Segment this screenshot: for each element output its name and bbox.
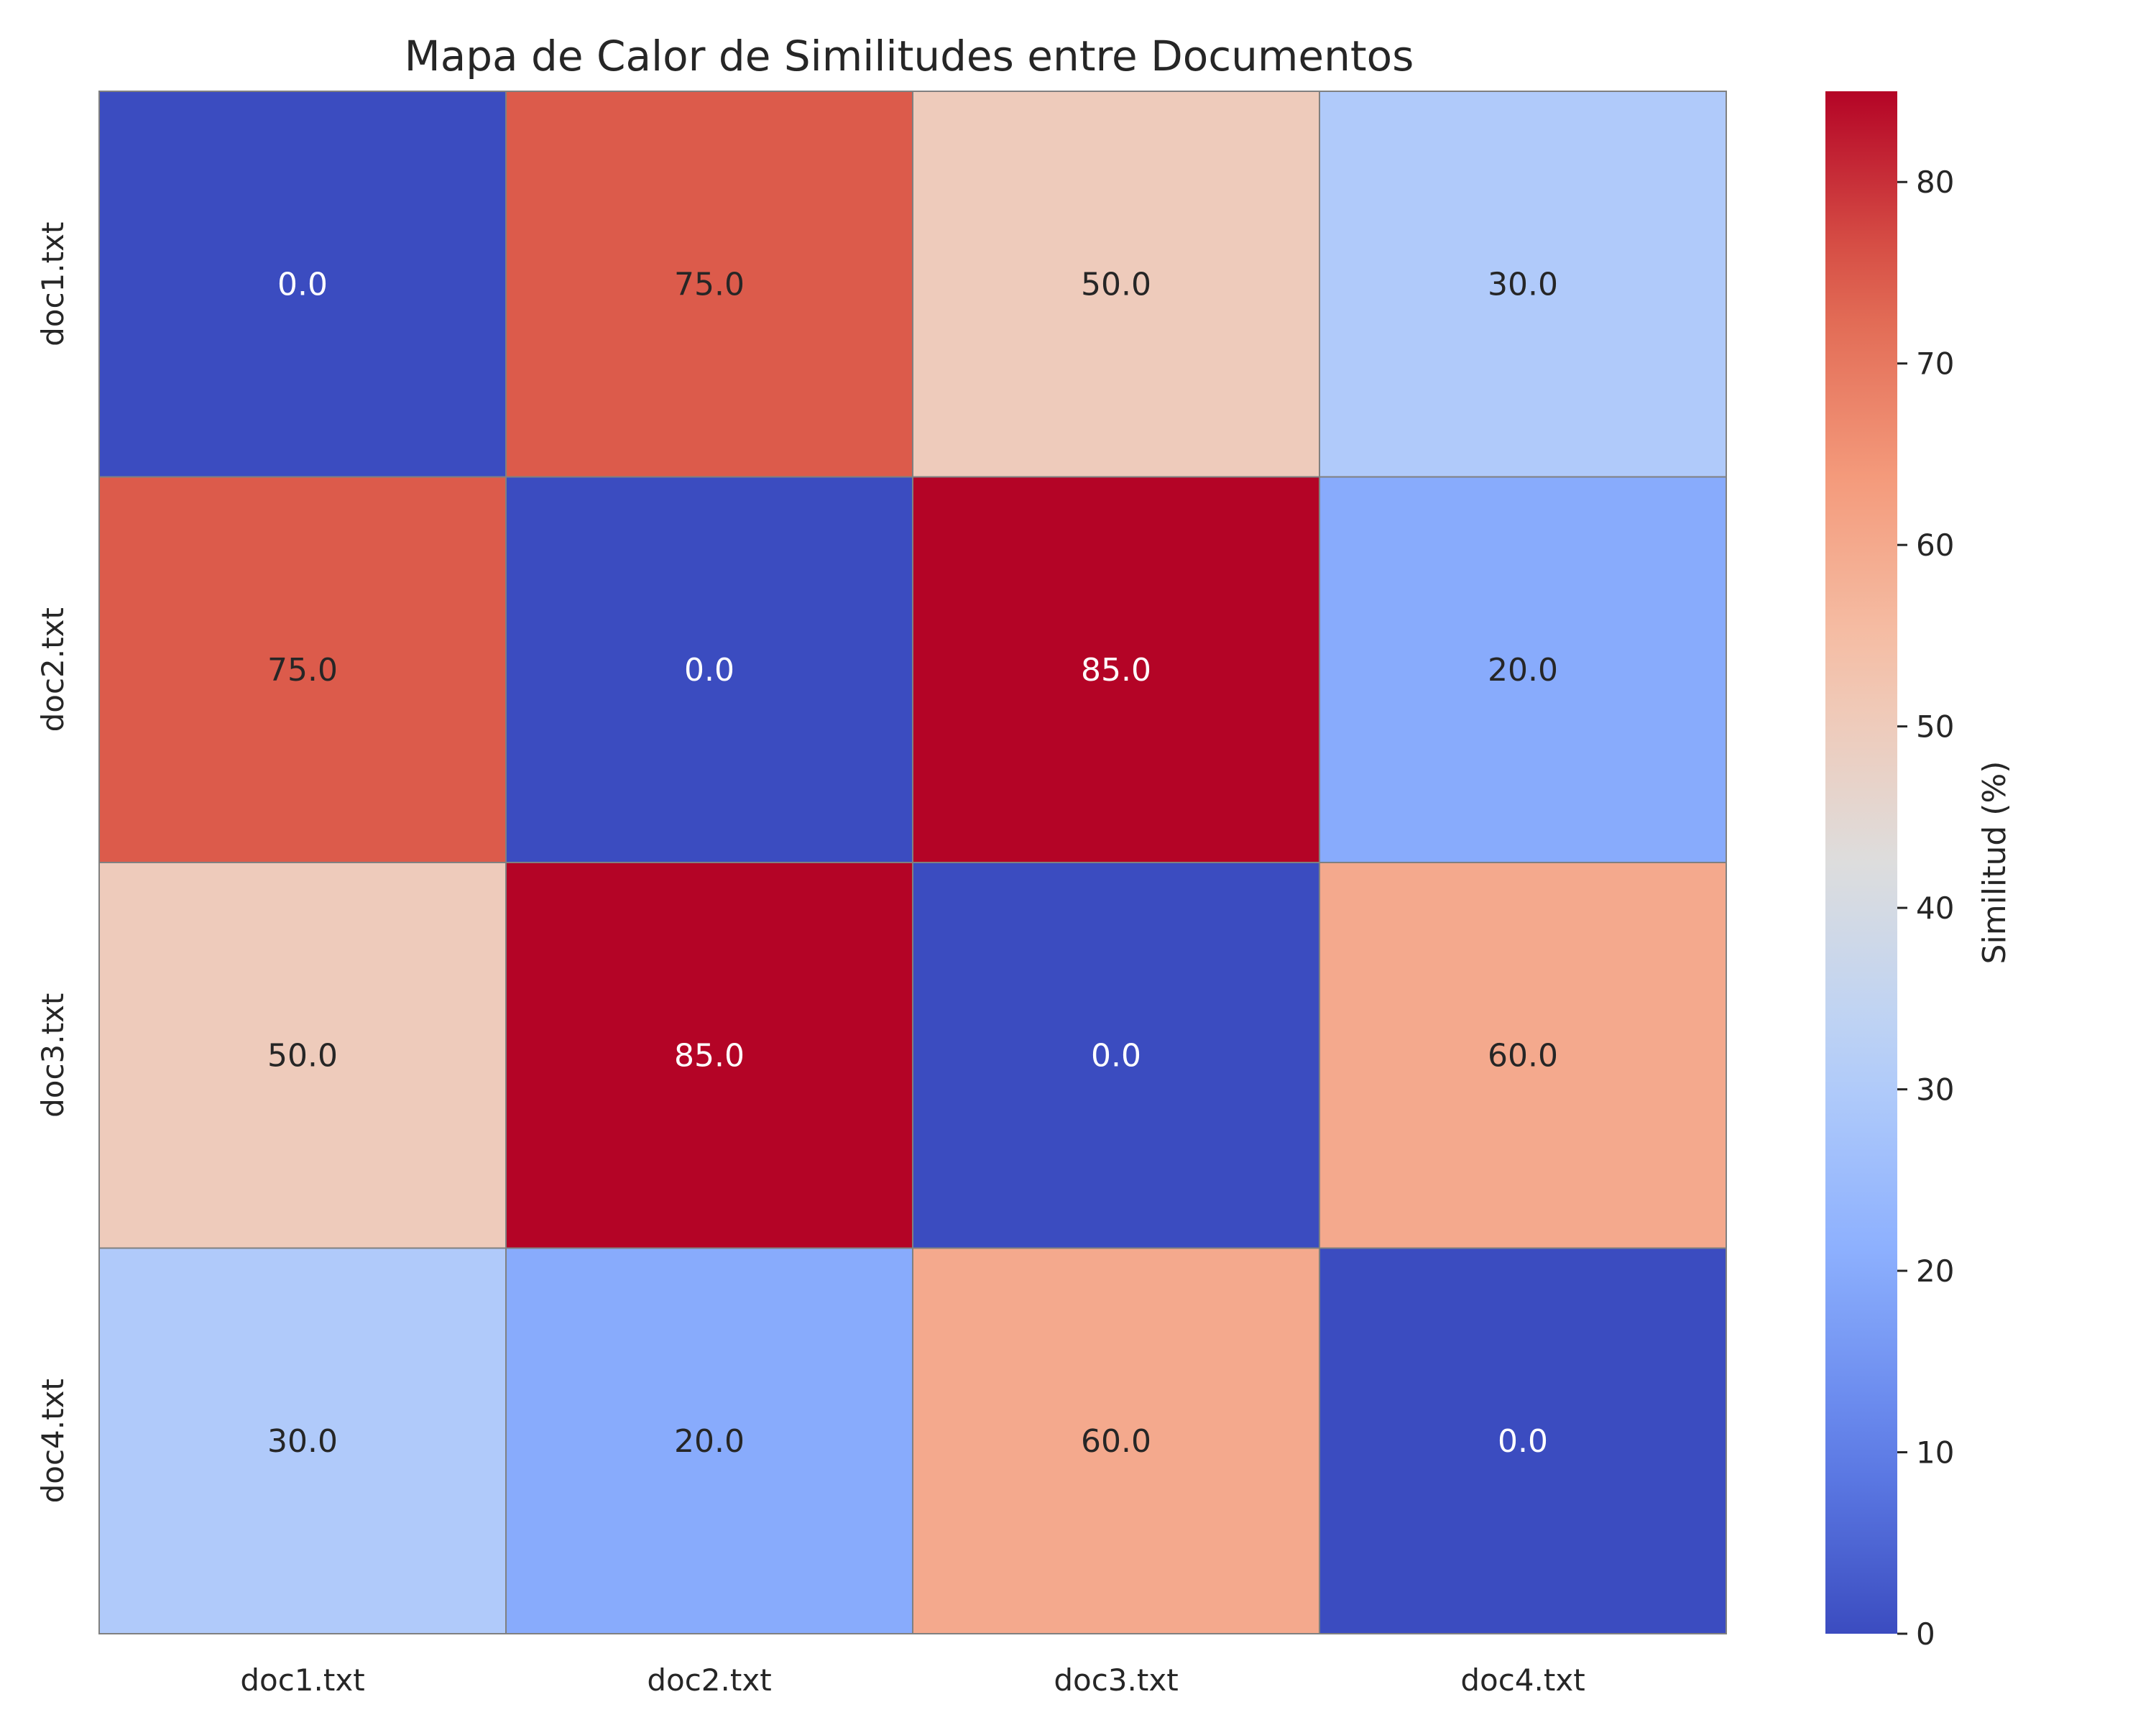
heatmap-cell: [1319, 1247, 1727, 1634]
heatmap-cell: [505, 91, 913, 478]
colorbar-ticks: 0 10 20 30 40 50 60 70 80: [1897, 165, 1954, 1652]
heatmap-cell: [505, 862, 913, 1249]
heatmap-cell: [1319, 91, 1727, 478]
chart-title: Mapa de Calor de Similitudes entre Docum…: [405, 32, 1414, 80]
cell-value-label: 20.0: [1488, 652, 1558, 689]
cell-value-label: 50.0: [267, 1037, 338, 1074]
cell-value-label: 20.0: [674, 1423, 745, 1460]
y-tick-label: doc2.txt: [35, 607, 70, 732]
colorbar-tick-label: 70: [1916, 346, 1954, 382]
heatmap-cell: [98, 91, 507, 478]
heatmap-cell: [1319, 862, 1727, 1249]
x-tick-label: doc4.txt: [1460, 1662, 1585, 1698]
colorbar-label: Similitud (%): [1976, 761, 2013, 965]
colorbar-tick-label: 60: [1916, 528, 1954, 563]
heatmap-cell: [98, 476, 507, 863]
y-tick-label: doc3.txt: [35, 993, 70, 1118]
heatmap-cell: [98, 1247, 507, 1634]
y-tick-label: doc4.txt: [35, 1379, 70, 1503]
heatmap-cell: [912, 476, 1320, 863]
x-axis-ticks: doc1.txt doc2.txt doc3.txt doc4.txt: [240, 1662, 1585, 1698]
colorbar-tick-label: 30: [1916, 1072, 1954, 1108]
colorbar-tick-label: 20: [1916, 1254, 1954, 1289]
colorbar-tick-label: 40: [1916, 891, 1954, 926]
heatmap-cell: [1319, 476, 1727, 863]
cell-value-label: 75.0: [674, 266, 745, 303]
x-tick-label: doc1.txt: [240, 1662, 364, 1698]
cell-value-label: 60.0: [1081, 1423, 1151, 1460]
cell-value-label: 30.0: [267, 1423, 338, 1460]
cell-value-label: 0.0: [277, 266, 328, 303]
y-axis-ticks: doc1.txt doc2.txt doc3.txt doc4.txt: [35, 222, 70, 1504]
x-tick-label: doc3.txt: [1054, 1662, 1178, 1698]
colorbar: [1825, 91, 1897, 1634]
colorbar-tick-label: 10: [1916, 1435, 1954, 1471]
cell-value-label: 85.0: [1081, 652, 1151, 689]
heatmap-cell: [505, 476, 913, 863]
heatmap-cells: 0.0 75.0 50.0 30.0 75.0 0.0 85.0 20.0 50.0 85.0 0.…: [98, 91, 1727, 1634]
heatmap-cell: [912, 1247, 1320, 1634]
cell-value-label: 85.0: [674, 1037, 745, 1074]
cell-value-label: 30.0: [1488, 266, 1558, 303]
heatmap-cell: [912, 91, 1320, 478]
y-tick-label: doc1.txt: [35, 222, 70, 346]
colorbar-tick-label: 50: [1916, 709, 1954, 745]
cell-value-label: 0.0: [1498, 1423, 1548, 1460]
cell-value-label: 50.0: [1081, 266, 1151, 303]
cell-value-label: 60.0: [1488, 1037, 1558, 1074]
x-tick-label: doc2.txt: [647, 1662, 771, 1698]
colorbar-tick-label: 0: [1916, 1616, 1935, 1652]
cell-value-label: 0.0: [1091, 1037, 1141, 1074]
heatmap-cell: [505, 1247, 913, 1634]
cell-value-label: 0.0: [684, 652, 734, 689]
colorbar-tick-label: 80: [1916, 165, 1954, 200]
cell-value-label: 75.0: [267, 652, 338, 689]
